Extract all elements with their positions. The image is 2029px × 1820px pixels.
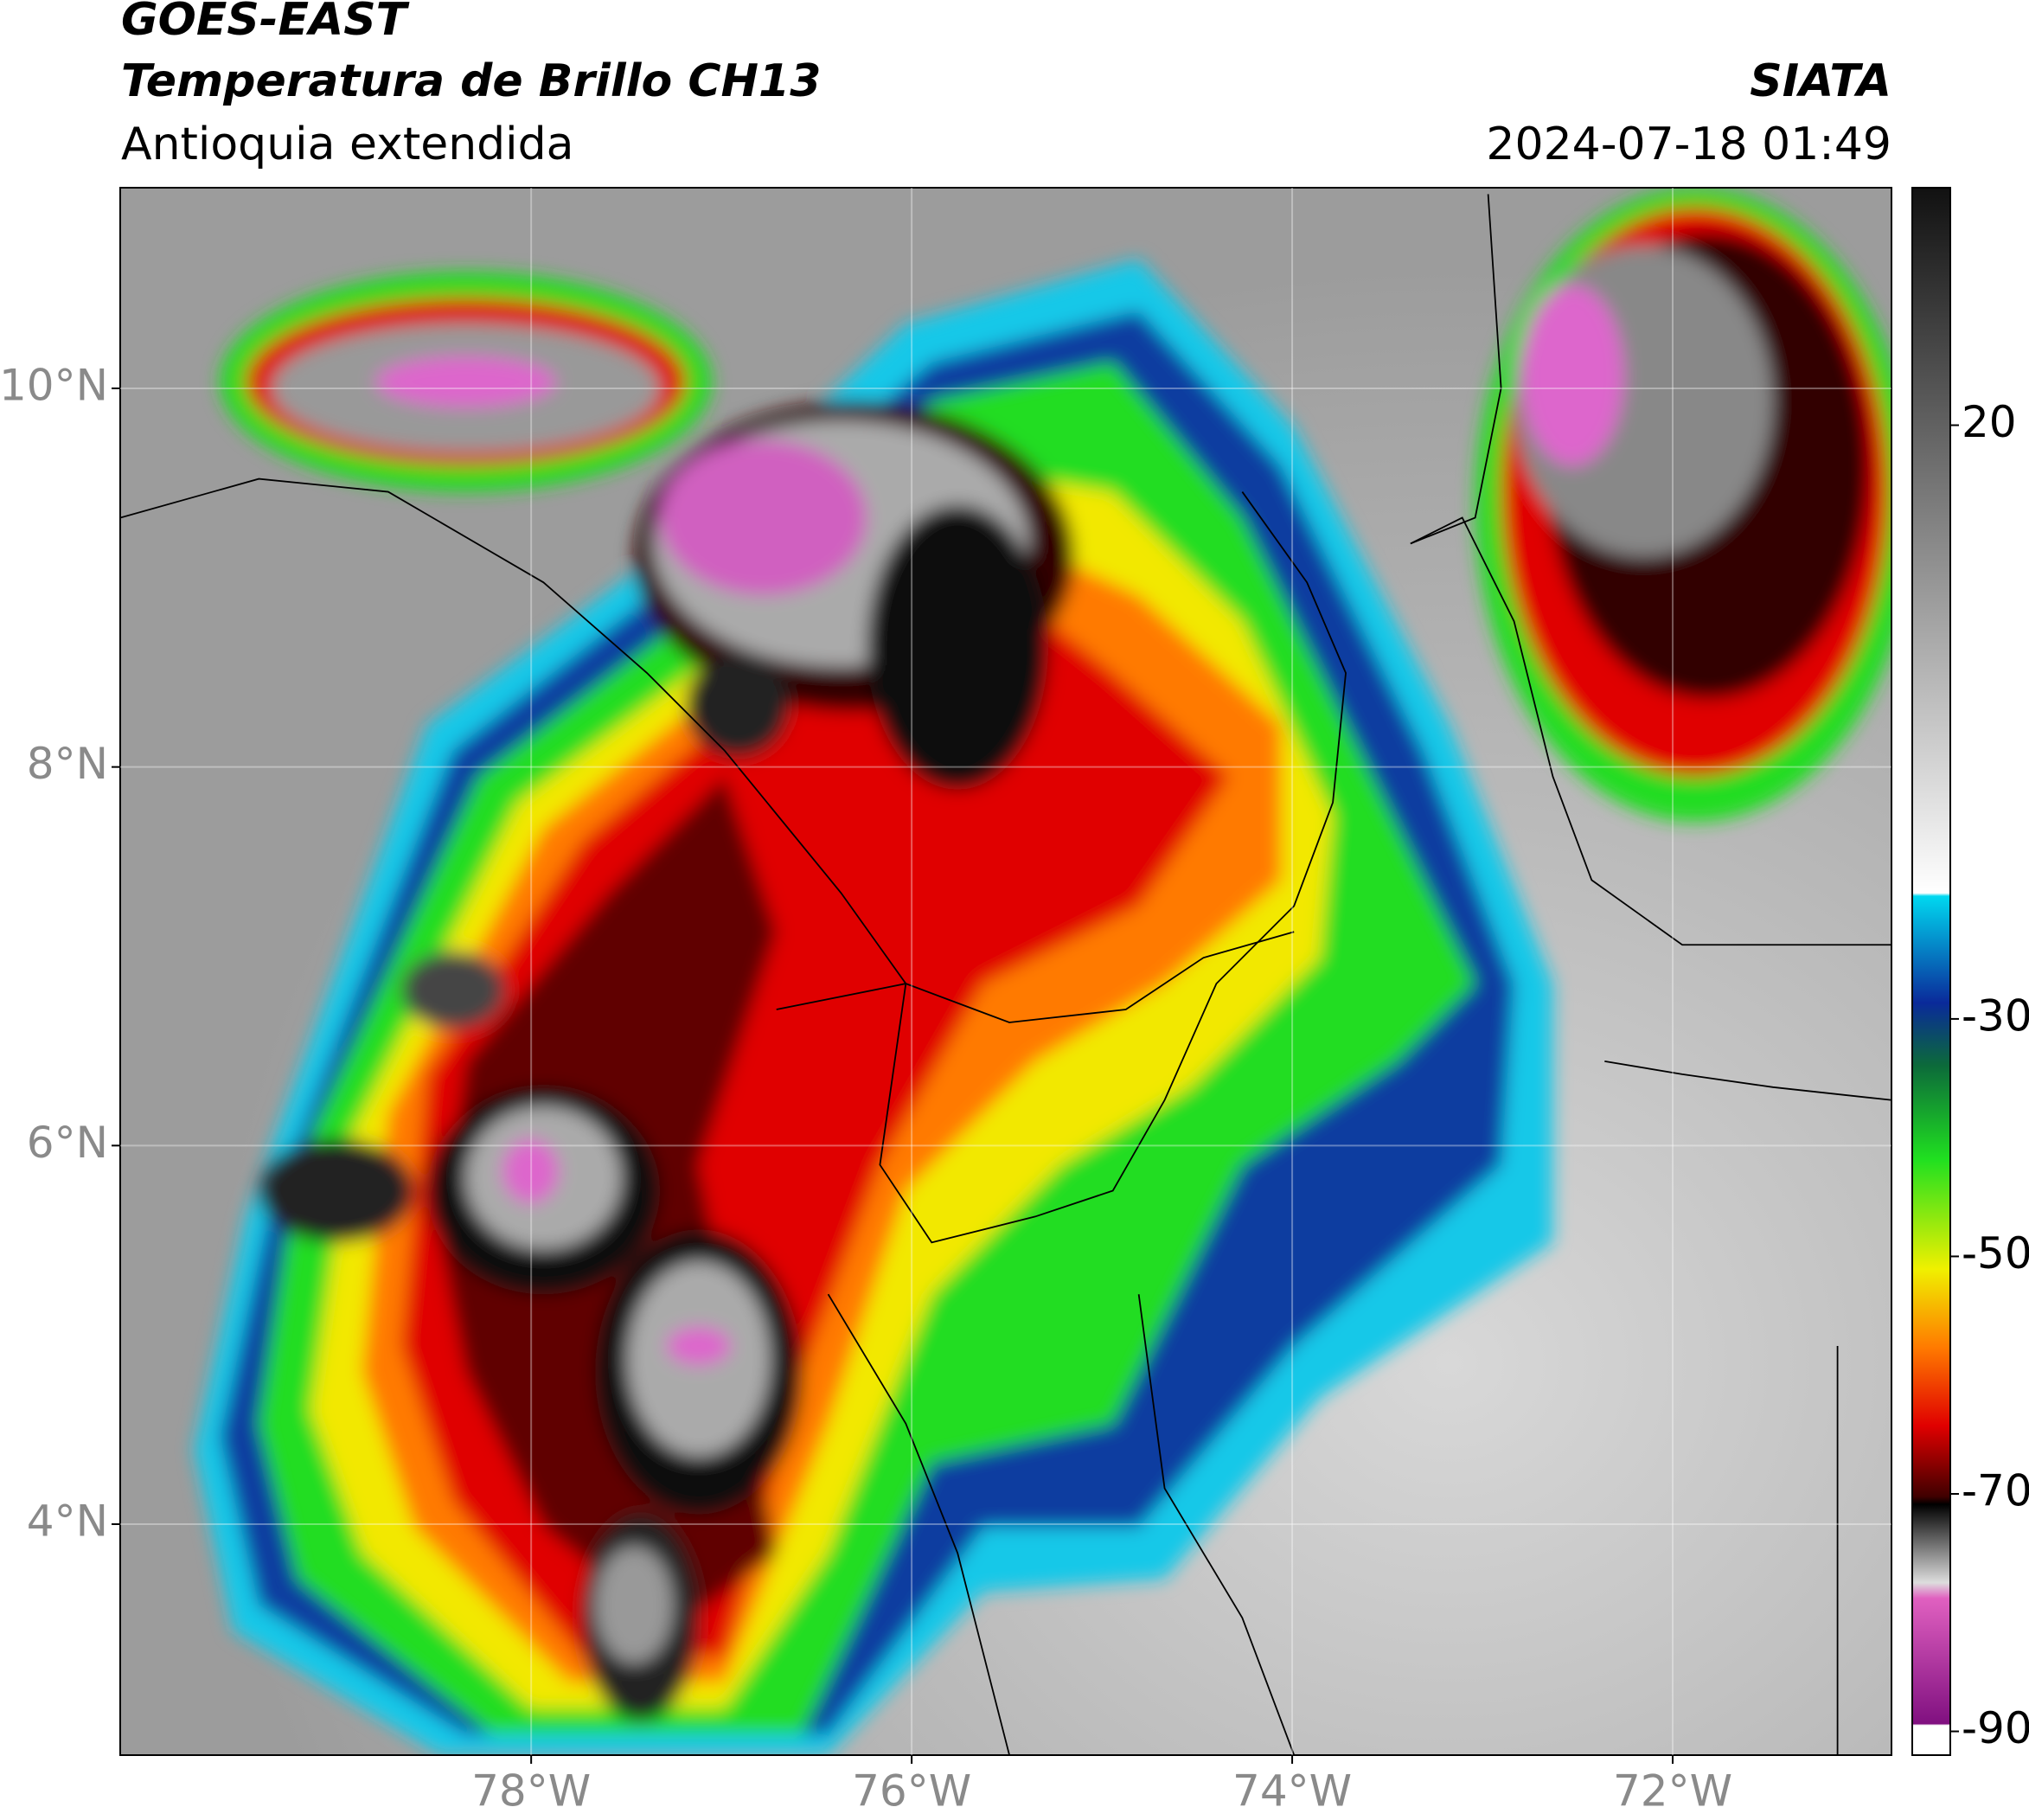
colorbar-tick-label: -90 [1962, 1703, 2029, 1753]
colorbar-tick-label: 20 [1962, 397, 2017, 447]
x-tick-label: 72°W [1613, 1766, 1732, 1817]
x-tick-label: 74°W [1232, 1766, 1352, 1817]
subtitle: Temperatura de Brillo CH13 [121, 55, 821, 107]
colorbar-tick-label: -50 [1962, 1228, 2029, 1278]
colorbar-tick-label: -70 [1962, 1466, 2029, 1516]
colorbar-tick-label: -30 [1962, 990, 2029, 1041]
y-tick-label: 10°N [0, 360, 108, 410]
region: Antioquia extendida [121, 119, 574, 170]
x-tick-label: 76°W [852, 1766, 971, 1817]
satellite-image [120, 187, 1892, 1755]
x-tick-label: 78°W [471, 1766, 591, 1817]
colorbar [1911, 187, 1951, 1756]
y-tick-label: 6°N [27, 1118, 108, 1168]
title: GOES-EAST [121, 0, 410, 46]
datetime: 2024-07-18 01:49 [1486, 119, 1891, 170]
map-frame [119, 187, 1892, 1756]
y-tick-label: 4°N [27, 1496, 108, 1547]
y-tick-label: 8°N [27, 739, 108, 789]
source: SIATA [1750, 55, 1891, 107]
